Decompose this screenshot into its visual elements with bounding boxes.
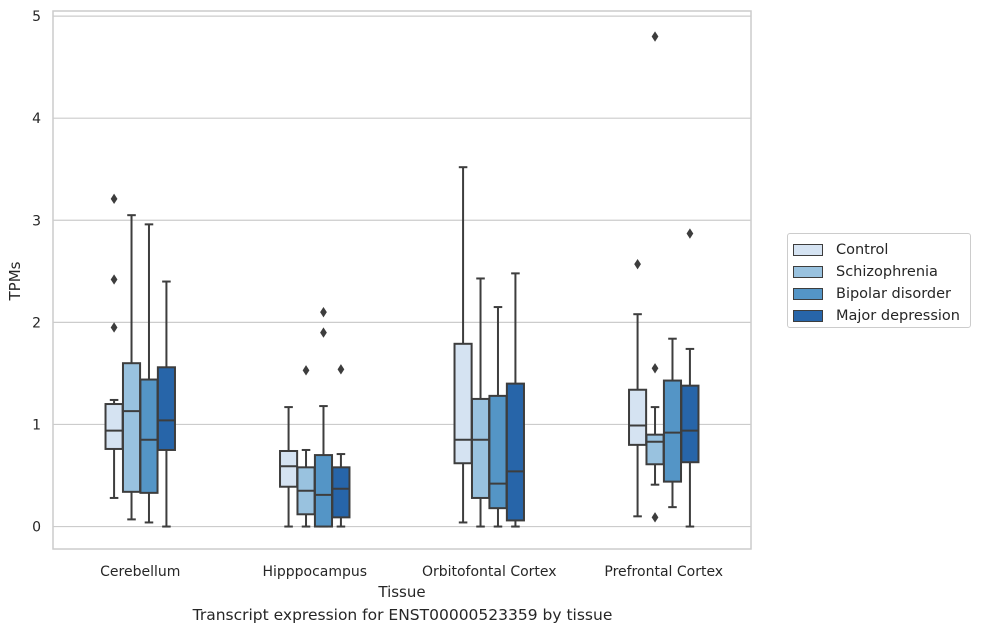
legend-swatch-control bbox=[793, 244, 823, 256]
x-tick-label-1: Hipppocampus bbox=[262, 564, 367, 580]
outlier-point bbox=[320, 306, 327, 318]
box-rect bbox=[645, 433, 665, 466]
box-2-0 bbox=[139, 223, 159, 524]
box-rect bbox=[680, 384, 700, 464]
box-rect bbox=[121, 362, 142, 493]
legend-item-bipolar-disorder: Bipolar disorder bbox=[793, 283, 970, 305]
legend-label-bipolar-disorder: Bipolar disorder bbox=[836, 286, 951, 302]
plot-frame bbox=[52, 10, 752, 550]
box-3-2 bbox=[505, 272, 525, 528]
box-rect bbox=[156, 366, 176, 451]
box-3-1 bbox=[331, 364, 351, 528]
outlier-point bbox=[110, 193, 118, 205]
y-axis-title: TPMs bbox=[6, 261, 24, 301]
box-rect bbox=[139, 378, 159, 494]
box-rect bbox=[488, 394, 508, 510]
box-1-3 bbox=[645, 31, 665, 523]
legend-swatch-schizophrenia bbox=[793, 266, 823, 278]
box-2-2 bbox=[488, 306, 508, 528]
box-2-3 bbox=[662, 337, 683, 509]
y-tick-label-2: 2 bbox=[32, 315, 41, 331]
legend-swatch-major-depression bbox=[793, 310, 823, 322]
y-tick-label-0: 0 bbox=[32, 520, 41, 536]
x-axis-title: Tissue bbox=[377, 583, 425, 601]
box-rect bbox=[628, 388, 648, 446]
y-tick-label-4: 4 bbox=[32, 111, 41, 127]
outlier-point bbox=[686, 228, 694, 239]
boxes-layer bbox=[104, 31, 700, 528]
legend-item-major-depression: Major depression bbox=[793, 305, 970, 327]
outlier-point bbox=[651, 363, 659, 374]
box-rect bbox=[313, 454, 334, 528]
x-tick-label-0: Cerebellum bbox=[100, 564, 180, 580]
box-0-3 bbox=[628, 259, 648, 518]
y-tick-label-1: 1 bbox=[32, 417, 41, 433]
y-tick-labels: 0 1 2 3 4 5 bbox=[32, 9, 41, 535]
x-tick-label-3: Prefrontal Cortex bbox=[604, 564, 723, 580]
legend-label-major-depression: Major depression bbox=[836, 308, 960, 324]
outlier-point bbox=[302, 365, 310, 376]
legend-item-schizophrenia: Schizophrenia bbox=[793, 261, 970, 283]
box-rect bbox=[104, 403, 124, 450]
outlier-point bbox=[651, 31, 659, 42]
legend-item-control: Control bbox=[793, 239, 970, 261]
x-tick-labels: Cerebellum Hipppocampus Orbitofontal Corte… bbox=[100, 564, 723, 580]
outlier-point bbox=[110, 274, 118, 285]
box-rect bbox=[331, 466, 351, 519]
box-rect bbox=[505, 382, 525, 522]
legend-swatch-bipolar-disorder bbox=[793, 288, 823, 300]
box-rect bbox=[662, 379, 683, 483]
legend-label-control: Control bbox=[836, 242, 889, 258]
chart-caption: Transcript expression for ENST0000052335… bbox=[192, 606, 613, 624]
box-rect bbox=[279, 449, 299, 488]
box-3-3 bbox=[680, 228, 700, 528]
outlier-point bbox=[634, 259, 641, 270]
outlier-point bbox=[337, 364, 345, 375]
x-tick-label-2: Orbitofontal Cortex bbox=[422, 564, 557, 580]
y-tick-label-5: 5 bbox=[32, 9, 41, 25]
box-1-2 bbox=[470, 277, 491, 528]
box-3-0 bbox=[156, 280, 176, 528]
outlier-point bbox=[651, 512, 659, 523]
box-2-1 bbox=[313, 306, 334, 528]
outlier-point bbox=[320, 327, 327, 338]
box-0-0 bbox=[104, 193, 124, 499]
box-rect bbox=[453, 342, 473, 465]
box-1-1 bbox=[296, 365, 316, 528]
legend: Control Schizophrenia Bipolar disorder M… bbox=[787, 233, 971, 328]
legend-label-schizophrenia: Schizophrenia bbox=[836, 264, 938, 280]
box-rect bbox=[470, 397, 491, 499]
outlier-point bbox=[110, 322, 118, 333]
y-tick-label-3: 3 bbox=[32, 213, 41, 229]
box-1-0 bbox=[121, 214, 142, 521]
